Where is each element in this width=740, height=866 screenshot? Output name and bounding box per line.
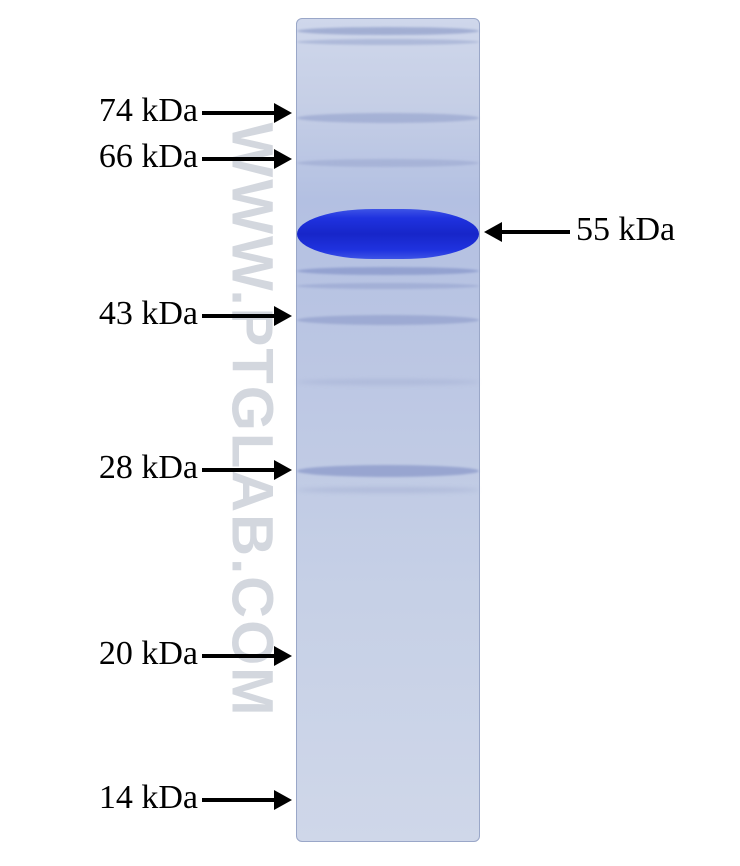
gel-band-very-top-faint-1 bbox=[297, 27, 479, 35]
gel-band-band-28-below bbox=[297, 487, 479, 493]
mw-marker-label: 14 kDa bbox=[0, 779, 198, 817]
mw-marker-label: 66 kDa bbox=[0, 138, 198, 176]
gel-lane bbox=[296, 18, 480, 842]
gel-band-band-66 bbox=[297, 159, 479, 167]
mw-marker-label: 74 kDa bbox=[0, 92, 198, 130]
gel-band-band-below-55-2 bbox=[297, 283, 479, 289]
gel-band-band-mid-faint-1 bbox=[297, 379, 479, 385]
gel-band-band-74 bbox=[297, 113, 479, 123]
gel-band-very-top-faint-2 bbox=[297, 39, 479, 45]
gel-band-band-43 bbox=[297, 315, 479, 325]
watermark-text: WWW.PTGLAB.COM bbox=[219, 122, 286, 717]
mw-marker-label: 20 kDa bbox=[0, 635, 198, 673]
gel-band-band-below-55-1 bbox=[297, 267, 479, 275]
gel-band-band-55-main bbox=[297, 209, 479, 259]
mw-marker-label: 43 kDa bbox=[0, 295, 198, 333]
target-mw-label: 55 kDa bbox=[576, 211, 675, 249]
gel-figure: WWW.PTGLAB.COM 74 kDa 66 kDa 43 kDa 28 kDa 2… bbox=[0, 0, 740, 866]
gel-band-band-28 bbox=[297, 465, 479, 477]
mw-marker-label: 28 kDa bbox=[0, 449, 198, 487]
